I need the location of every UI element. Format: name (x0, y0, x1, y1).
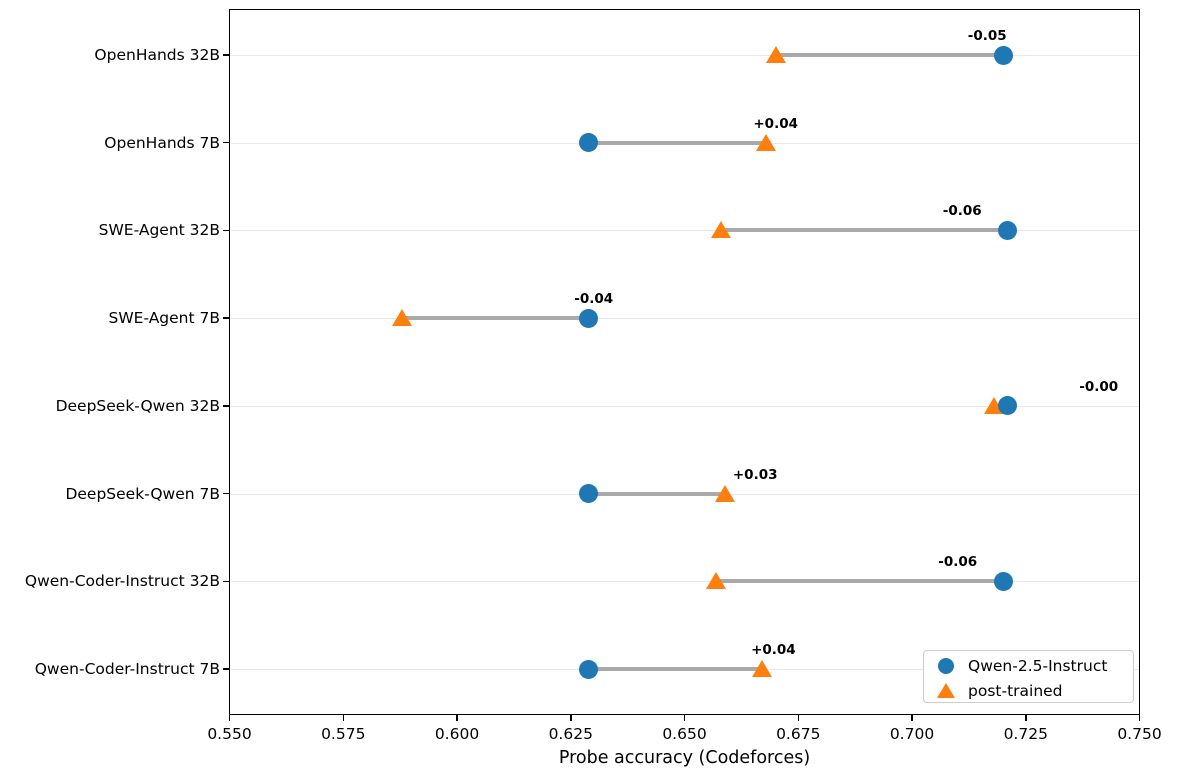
legend-entry-qwen-instruct: Qwen-2.5-Instruct (924, 653, 1133, 678)
horizontal-gridline (231, 581, 1139, 583)
legend-entry-post-trained: post-trained (924, 678, 1133, 703)
connector-line (588, 667, 762, 671)
post-trained-triangle-marker (756, 133, 777, 151)
triangle-marker-icon (937, 683, 955, 698)
x-tick-label: 0.725 (1003, 725, 1048, 743)
base-model-circle-marker (998, 396, 1018, 416)
x-axis-tick (1025, 715, 1027, 721)
x-axis-tick (228, 715, 231, 721)
legend-label-post-trained: post-trained (968, 681, 1063, 700)
x-axis-title: Probe accuracy (Codeforces) (558, 748, 811, 768)
delta-annotation: +0.04 (753, 115, 798, 132)
y-tick-label: SWE-Agent 7B (108, 309, 220, 328)
delta-annotation: +0.03 (732, 466, 778, 483)
connector-line (588, 491, 726, 496)
y-tick-label: DeepSeek-Qwen 7B (65, 484, 220, 503)
horizontal-gridline (231, 318, 1139, 320)
delta-annotation: +0.04 (751, 642, 796, 658)
y-axis-tick (223, 229, 229, 232)
connector-line (775, 53, 1003, 57)
post-trained-triangle-marker (706, 572, 727, 590)
y-axis-tick (223, 141, 229, 144)
x-tick-label: 0.550 (207, 725, 252, 743)
y-axis-tick (223, 580, 229, 583)
connector-line (720, 228, 1008, 233)
connector-line (402, 316, 589, 321)
y-tick-label: Qwen-Coder-Instruct 32B (24, 572, 220, 591)
legend: Qwen-2.5-Instruct post-trained (923, 650, 1134, 703)
y-tick-label: DeepSeek-Qwen 32B (55, 396, 220, 415)
delta-annotation: -0.06 (938, 554, 978, 571)
horizontal-gridline (231, 55, 1139, 56)
post-trained-triangle-marker (765, 46, 786, 63)
connector-line (588, 140, 767, 145)
base-model-circle-marker (579, 484, 599, 504)
y-axis-tick (223, 405, 229, 407)
x-axis-tick (456, 715, 458, 721)
base-model-circle-marker (579, 133, 599, 153)
x-tick-label: 0.650 (662, 725, 707, 743)
post-trained-triangle-marker (710, 221, 731, 239)
delta-annotation: -0.06 (942, 203, 982, 220)
y-tick-label: SWE-Agent 32B (98, 221, 220, 240)
delta-annotation: -0.00 (1079, 378, 1119, 395)
y-axis-tick (223, 492, 229, 495)
delta-annotation: -0.04 (574, 291, 614, 308)
base-model-circle-marker (993, 45, 1013, 65)
connector-line (716, 579, 1003, 584)
base-model-circle-marker (579, 659, 599, 679)
legend-marker-cell (924, 657, 968, 674)
x-tick-label: 0.675 (776, 725, 821, 743)
delta-annotation: -0.05 (967, 28, 1007, 44)
y-tick-label: OpenHands 7B (104, 133, 220, 152)
x-axis-tick (797, 715, 799, 721)
x-axis-tick (911, 715, 913, 721)
y-tick-label: Qwen-Coder-Instruct 7B (34, 660, 220, 678)
x-tick-label: 0.700 (889, 725, 935, 743)
x-tick-label: 0.575 (321, 725, 366, 743)
post-trained-triangle-marker (392, 309, 413, 327)
x-axis-tick (683, 715, 686, 721)
base-model-circle-marker (579, 308, 599, 328)
x-axis-tick (342, 715, 344, 721)
y-tick-label: OpenHands 32B (94, 46, 220, 64)
legend-marker-cell (924, 683, 968, 698)
base-model-circle-marker (998, 220, 1018, 240)
y-axis-tick (223, 668, 229, 670)
x-axis-tick (570, 715, 572, 721)
y-axis-tick (223, 54, 229, 56)
base-model-circle-marker (993, 571, 1013, 591)
post-trained-triangle-marker (715, 484, 736, 502)
plot-area (229, 9, 1140, 715)
post-trained-triangle-marker (751, 660, 772, 677)
horizontal-gridline (231, 405, 1139, 407)
x-tick-label: 0.625 (548, 725, 593, 743)
circle-marker-icon (938, 657, 954, 674)
y-axis-tick (223, 317, 229, 319)
x-tick-label: 0.600 (434, 725, 480, 743)
legend-label-qwen-instruct: Qwen-2.5-Instruct (968, 656, 1108, 675)
horizontal-gridline (231, 230, 1139, 232)
x-tick-label: 0.750 (1117, 725, 1162, 743)
x-axis-tick (1138, 715, 1141, 721)
